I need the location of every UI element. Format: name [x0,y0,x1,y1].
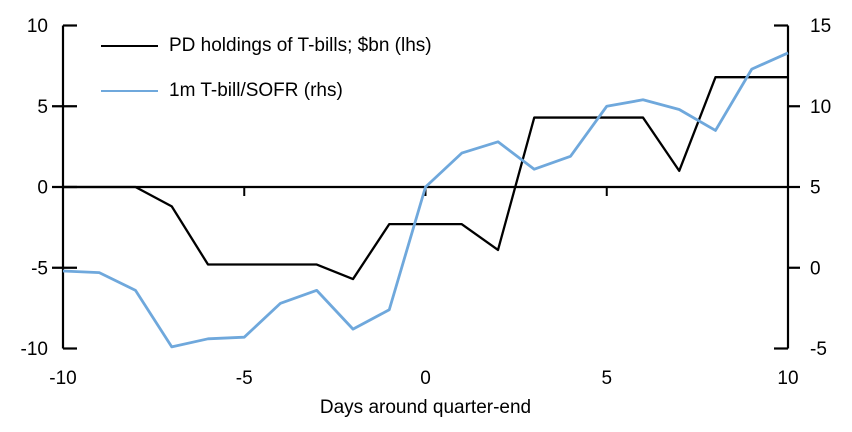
right-axis-tick-label: 15 [810,16,831,37]
legend-label: PD holdings of T-bills; $bn (lhs) [169,35,432,56]
legend-item-pd-holdings: PD holdings of T-bills; $bn (lhs) [101,33,432,59]
x-axis-tick-label: 0 [420,368,431,389]
x-axis-tick-label: 10 [777,368,798,389]
right-axis-tick-label: 0 [810,258,821,279]
series-line-tbill-sofr [62,51,789,349]
left-axis-tick-label: 0 [37,178,48,199]
left-axis-tick-label: 5 [37,97,48,118]
left-axis-tick-label: -10 [21,339,48,360]
x-axis-title: Days around quarter-end [320,397,531,418]
legend-line-swatch-blue [101,90,158,92]
right-axis-tick-label: 10 [810,97,831,118]
legend-line-swatch-black [101,45,158,47]
series-line-pd-holdings [63,76,788,281]
legend-label: 1m T-bill/SOFR (rhs) [169,80,343,101]
x-axis-tick-label: -5 [236,368,253,389]
left-axis-tick-label: -5 [31,258,48,279]
right-axis-tick-label: 5 [810,178,821,199]
right-axis-tick-label: -5 [810,339,827,360]
x-axis-tick-label: 5 [601,368,612,389]
legend-item-tbill-sofr: 1m T-bill/SOFR (rhs) [101,78,432,104]
x-axis-tick-label: -10 [49,368,76,389]
legend: PD holdings of T-bills; $bn (lhs) 1m T-b… [101,33,432,104]
left-axis-tick-label: 10 [27,16,48,37]
